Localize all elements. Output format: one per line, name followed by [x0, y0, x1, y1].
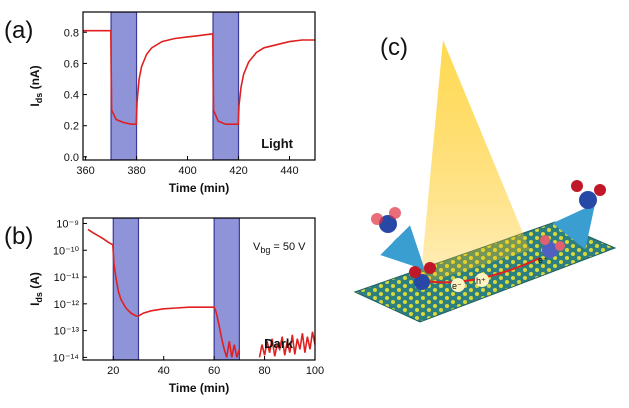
y-tick-label: 10⁻¹¹ — [54, 272, 80, 284]
y-tick-label: 0.2 — [64, 121, 79, 133]
y-axis-label: Ids (nA) — [28, 65, 44, 106]
x-axis-label: Time (min) — [169, 181, 229, 195]
label-part: ds — [34, 292, 44, 303]
y-tick-label: 0.6 — [64, 58, 79, 70]
panel-label: (b) — [4, 223, 33, 250]
x-tick-label: 440 — [280, 165, 298, 177]
molecule — [371, 207, 401, 233]
chart: 360 380 400 420 440 0.0 0.2 0.4 0.6 0.8 Time (min)… — [4, 12, 315, 195]
diagram: (c) e⁻ h⁺ e⁻ — [355, 34, 615, 322]
annotation: Vbg = 50 V — [253, 241, 306, 255]
label-part: = 50 V — [270, 241, 306, 253]
y-tick-label: 10⁻¹⁴ — [53, 352, 80, 364]
label-part: bg — [260, 245, 270, 255]
x-tick-label: 20 — [107, 365, 119, 377]
x-tick-label: 400 — [178, 165, 196, 177]
hole-label: h⁺ — [476, 276, 486, 286]
shaded-range — [213, 12, 238, 160]
x-tick-label: 420 — [229, 165, 247, 177]
chart: 20 40 60 80 100 10⁻¹⁴ 10⁻¹³ 10⁻¹² 10⁻¹¹ 10⁻¹⁰ 10⁻⁹… — [4, 218, 324, 395]
y-tick-label: 10⁻¹³ — [54, 326, 80, 338]
x-tick-label: 60 — [208, 365, 220, 377]
x-tick-label: 380 — [127, 165, 145, 177]
molecule — [571, 180, 606, 209]
y-tick-label: 10⁻¹² — [54, 299, 80, 311]
shaded-range — [111, 12, 136, 160]
y-axis-label: Ids (A) — [28, 272, 44, 306]
x-tick-label: 100 — [306, 365, 324, 377]
annotation: Light — [261, 136, 293, 151]
y-tick-label: 10⁻¹⁰ — [53, 245, 80, 257]
x-tick-label: 40 — [158, 365, 170, 377]
x-axis-label: Time (min) — [169, 381, 229, 395]
light-cone — [420, 40, 530, 285]
x-tick-label: 80 — [258, 365, 270, 377]
figure: (c) e⁻ h⁺ e⁻ 360 380 400 420 440 0.0 0.2 0.4 0.6… — [0, 0, 629, 408]
y-tick-label: 10⁻⁹ — [56, 218, 79, 230]
x-tick-label: 360 — [76, 165, 94, 177]
panel-label: (c) — [380, 34, 408, 61]
electron-label: e⁻ — [452, 281, 462, 291]
panel-label: (a) — [4, 17, 33, 44]
y-tick-label: 0.8 — [64, 27, 79, 39]
electron-label: e⁻ — [538, 255, 548, 265]
label-part: (A) — [28, 272, 42, 292]
shaded-range — [113, 218, 138, 360]
label-part: ds — [34, 93, 44, 104]
y-tick-label: 0.4 — [64, 90, 79, 102]
page: {"chart_data": [ {"type": "line", "panel… — [0, 0, 629, 408]
label-part: (nA) — [28, 65, 42, 92]
y-tick-label: 0.0 — [64, 152, 79, 164]
annotation: Dark — [264, 336, 294, 351]
shaded-range — [214, 218, 239, 360]
arrow-in — [395, 240, 410, 255]
